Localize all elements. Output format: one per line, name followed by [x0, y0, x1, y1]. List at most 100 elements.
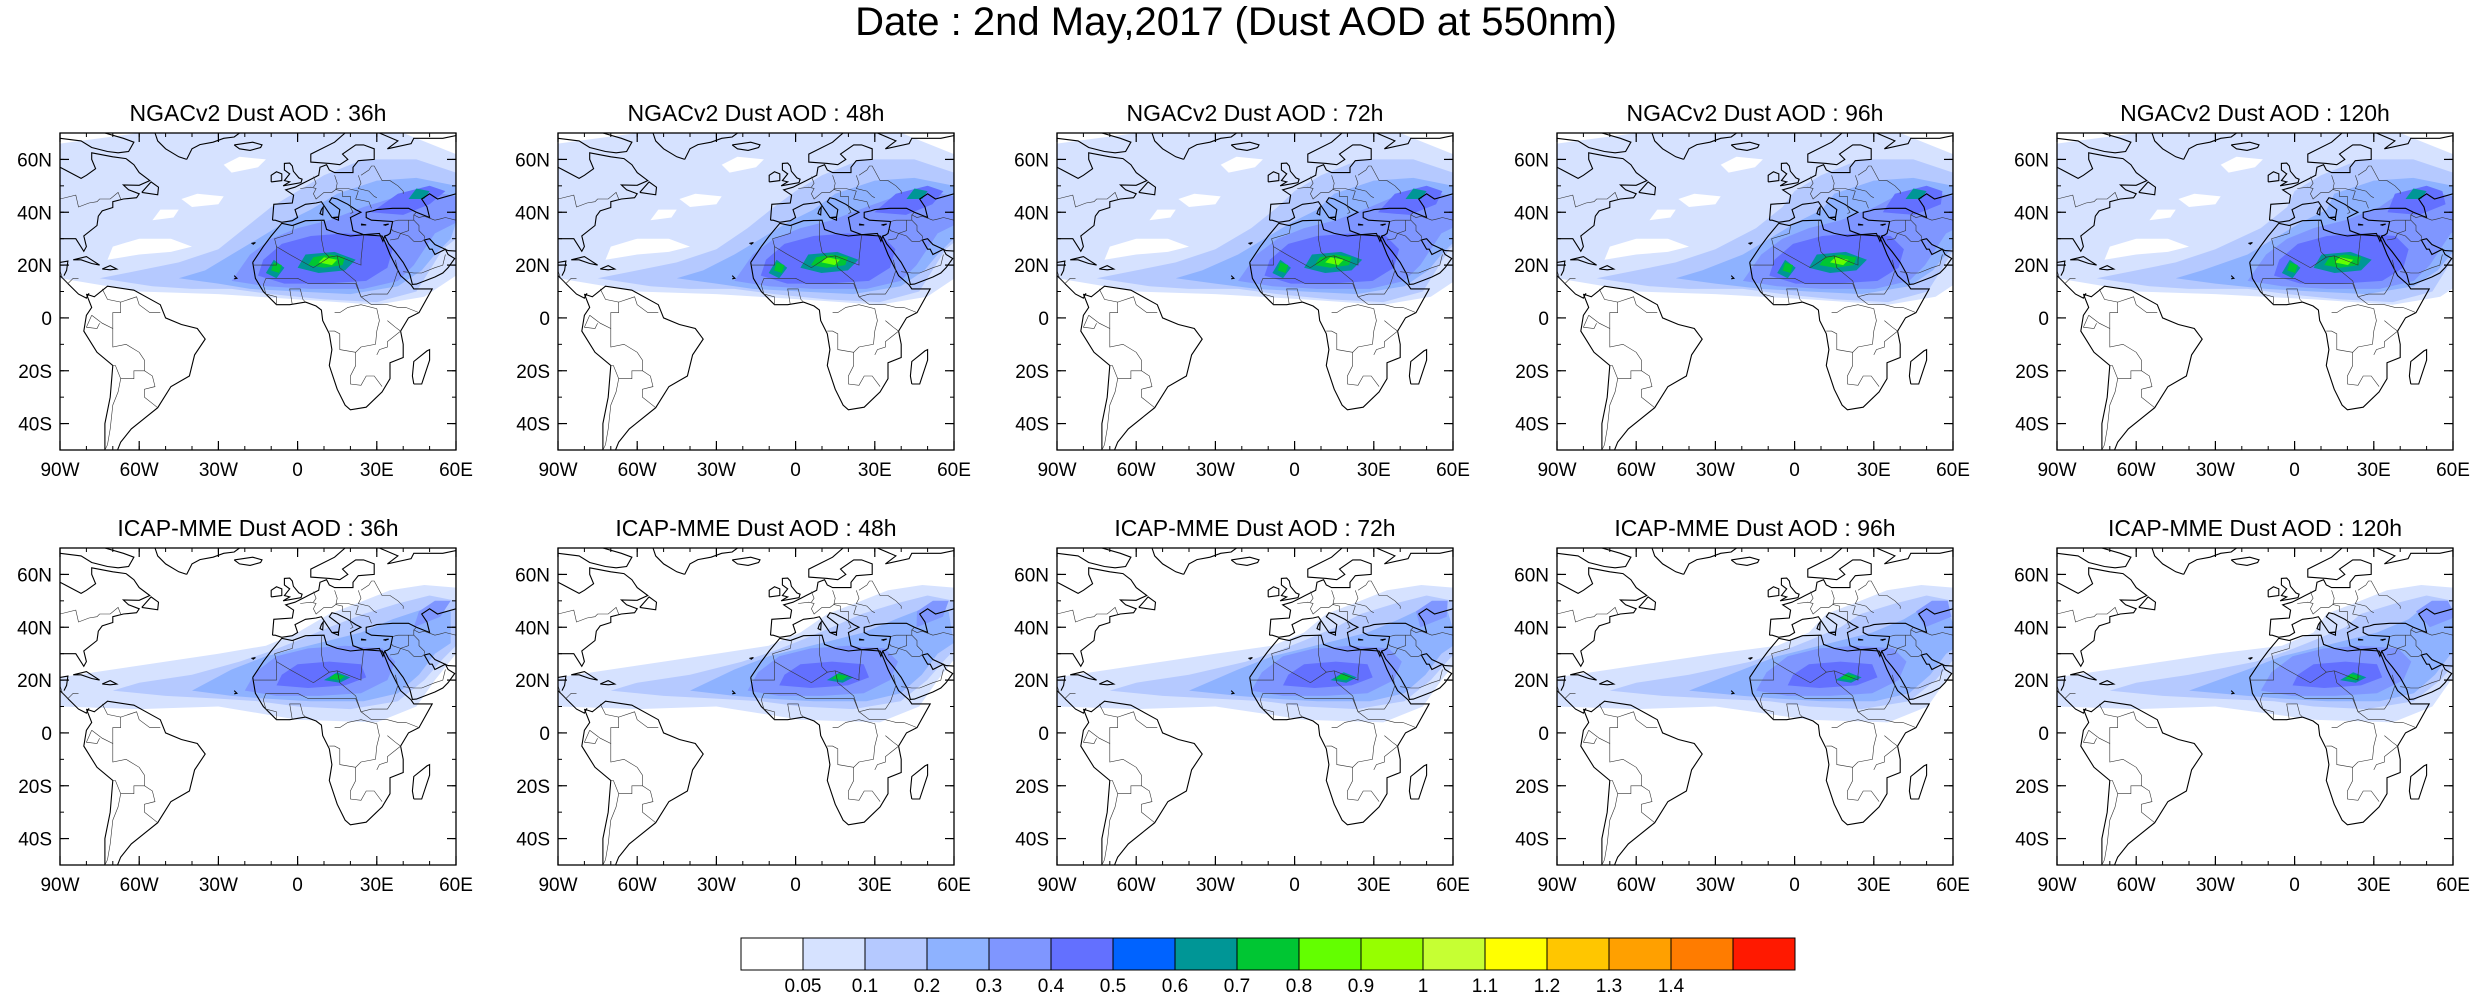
border-21	[1400, 254, 1443, 274]
border-13	[855, 175, 875, 198]
border-2	[274, 225, 294, 247]
border-19	[413, 634, 425, 654]
border-7	[874, 735, 900, 771]
border-23	[2117, 296, 2158, 313]
coastline-0	[581, 700, 704, 865]
coastline-15	[411, 763, 431, 800]
coastline-20	[1816, 620, 1821, 631]
lon-tick-label: 30E	[1857, 875, 1891, 896]
coastline-18	[251, 242, 256, 245]
aod-contour-3	[650, 209, 677, 221]
border-0	[1249, 234, 1361, 269]
aod-contour-7	[329, 674, 346, 681]
lon-tick-label: 60E	[937, 460, 971, 481]
coastline-22	[1357, 223, 1364, 226]
lon-tick-label: 0	[790, 875, 801, 896]
panel-title: ICAP-MME Dust AOD : 72h	[1114, 515, 1395, 541]
map-panel-1: 90W 60W 30W 0 30E 60E 60N 40N 20N 0 20S 40S NGACv2 D…	[17, 100, 473, 481]
border-27	[583, 315, 598, 329]
border-20	[911, 214, 954, 221]
panel-title: ICAP-MME Dust AOD : 120h	[2108, 515, 2402, 541]
coastline-12	[1557, 548, 1632, 569]
coastline-14	[1683, 548, 1737, 575]
border-28	[1057, 685, 1076, 700]
map-panel-5: 90W 60W 30W 0 30E 60E 60N 40N 20N 0 20S 40S NGACv2 D…	[2014, 100, 2470, 481]
lon-tick-label: 30W	[2196, 875, 2235, 896]
border-27	[1082, 315, 1097, 329]
coastline-0	[2080, 285, 2203, 450]
coastline-25	[1134, 869, 1142, 871]
coastline-20	[1316, 205, 1321, 216]
coastline-14	[684, 548, 738, 575]
lat-tick-label: 40S	[1015, 830, 1049, 851]
border-4	[834, 255, 897, 298]
coastline-10	[60, 152, 151, 253]
border-17	[1897, 233, 1922, 242]
border-19	[911, 219, 923, 239]
coastline-13	[652, 133, 685, 160]
coastline-4	[768, 171, 781, 183]
coastline-4	[2267, 171, 2280, 183]
coastline-0	[83, 700, 206, 865]
coastline-12	[558, 548, 633, 569]
border-28	[1057, 270, 1076, 285]
border-14	[858, 580, 902, 609]
colorbar-label: 0.6	[1162, 976, 1188, 995]
aod-contour-5	[779, 661, 869, 688]
aod-contour-13	[408, 188, 430, 199]
colorbar-label: 0.9	[1348, 976, 1374, 995]
border-20	[1410, 629, 1453, 636]
lon-tick-label: 60E	[439, 875, 473, 896]
border-23	[120, 296, 161, 313]
lat-tick-label: 40N	[17, 618, 52, 639]
coastline-0	[1580, 700, 1703, 865]
aod-contour-4	[1416, 600, 1448, 628]
aod-contour-5	[276, 661, 367, 688]
colorbar-label: 0.7	[1224, 976, 1250, 995]
coastline-4	[270, 586, 283, 598]
border-25	[1641, 785, 1655, 823]
aod-field	[60, 548, 456, 865]
border-20	[2410, 629, 2453, 636]
lat-tick-label: 60N	[515, 565, 550, 586]
coastline-11	[2138, 181, 2157, 196]
aod-contour-10	[2387, 185, 2446, 215]
coastline-18	[1748, 657, 1753, 660]
lon-tick-label: 0	[1789, 875, 1800, 896]
border-28	[558, 685, 577, 700]
border-8	[1786, 288, 1803, 305]
border-14	[1357, 165, 1401, 194]
border-15	[1889, 627, 1914, 637]
coastline-5	[233, 141, 263, 151]
coastline-8	[1070, 256, 1097, 266]
border-5	[2331, 304, 2380, 387]
coastline-16	[882, 235, 954, 285]
border-3	[2318, 635, 2327, 673]
lon-tick-label: 30W	[697, 875, 736, 896]
coastline-10	[1057, 152, 1148, 253]
border-26	[1601, 378, 1618, 450]
border-19	[2410, 219, 2422, 239]
lat-tick-label: 40S	[1515, 830, 1549, 851]
aod-field	[1057, 548, 1453, 871]
coastline-15	[2408, 763, 2428, 800]
border-25	[1141, 370, 1155, 408]
lat-tick-label: 40S	[18, 415, 52, 436]
lon-tick-label: 60E	[1436, 460, 1470, 481]
lat-tick-label: 20S	[2015, 362, 2049, 383]
border-22	[1588, 288, 1618, 329]
map-panel-9: 90W 60W 30W 0 30E 60E 60N 40N 20N 0 20S 40S ICAP-MME…	[1514, 515, 1970, 896]
border-14	[2357, 165, 2401, 194]
border-8	[289, 703, 306, 720]
border-19	[413, 219, 425, 239]
lon-tick-label: 60E	[1436, 875, 1470, 896]
border-18	[1897, 635, 1906, 649]
border-6	[329, 330, 356, 353]
border-22	[589, 703, 619, 744]
aod-field	[60, 133, 456, 450]
colorbar-label: 0.1	[852, 976, 878, 995]
coastline-11	[1138, 596, 1157, 611]
lat-tick-label: 40S	[516, 415, 550, 436]
lon-tick-label: 30E	[360, 875, 394, 896]
main-title: Date : 2nd May,2017 (Dust AOD at 550nm)	[855, 0, 1617, 44]
